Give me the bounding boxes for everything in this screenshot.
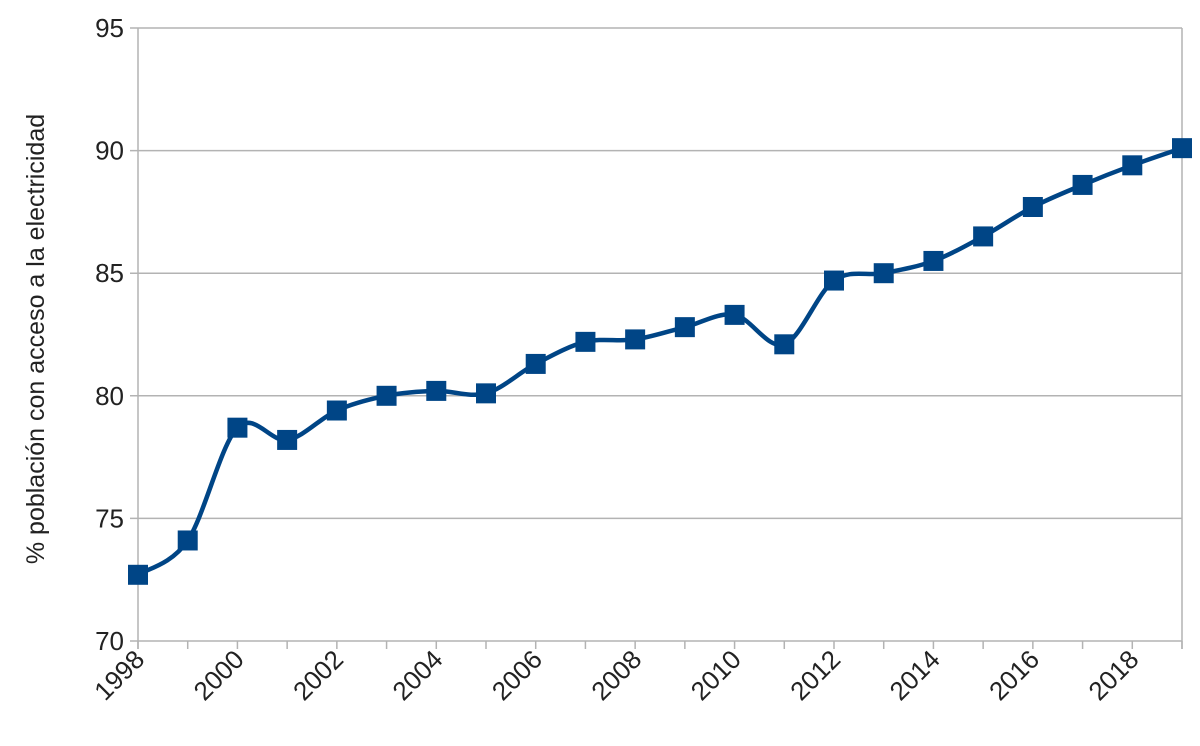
- x-tick-label-2006: 2006: [486, 644, 548, 706]
- x-tick-label-2018: 2018: [1082, 644, 1144, 706]
- x-tick-label-2014: 2014: [884, 644, 946, 706]
- data-point-2011: [774, 334, 795, 355]
- data-point-2000: [227, 417, 248, 438]
- data-point-2002: [326, 400, 347, 421]
- y-tick-label-75: 75: [95, 503, 124, 533]
- axes: [137, 28, 1183, 649]
- data-point-2018: [1122, 155, 1143, 176]
- x-tick-labels: 1998 2000 2002 2004 2006 2008 2010 2012 2014 2016…: [88, 644, 1144, 706]
- data-point-1998: [128, 564, 148, 585]
- x-tick-label-2008: 2008: [585, 644, 647, 706]
- data-point-2019: [1172, 138, 1192, 159]
- y-tick-label-80: 80: [95, 381, 124, 411]
- data-point-2010: [724, 304, 745, 325]
- x-tick-label-2016: 2016: [983, 644, 1045, 706]
- data-point-2007: [575, 331, 596, 352]
- data-point-2001: [277, 429, 298, 450]
- y-axis-title: % población con acceso a la electricidad: [22, 114, 50, 564]
- data-point-2016: [1022, 196, 1043, 217]
- y-tick-label-85: 85: [95, 258, 124, 288]
- data-point-2003: [376, 385, 397, 406]
- y-tick-label-70: 70: [95, 626, 124, 656]
- data-point-2006: [525, 353, 546, 374]
- grid-lines: [130, 27, 1182, 642]
- data-markers: [128, 138, 1192, 585]
- data-point-2005: [476, 383, 496, 404]
- data-point-2012: [824, 270, 844, 291]
- x-tick-label-2002: 2002: [287, 644, 349, 706]
- data-point-1999: [177, 530, 198, 551]
- x-tick-label-2012: 2012: [784, 644, 846, 706]
- data-point-2015: [973, 226, 994, 247]
- data-point-2013: [873, 263, 894, 284]
- x-tick-label-2000: 2000: [188, 644, 250, 706]
- y-tick-label-95: 95: [95, 13, 124, 43]
- data-point-2004: [426, 380, 447, 401]
- x-tick-label-2004: 2004: [386, 644, 448, 706]
- data-point-2009: [674, 317, 695, 338]
- data-point-2017: [1072, 174, 1093, 195]
- y-tick-labels: 70 75 80 85 90 95: [95, 13, 124, 656]
- data-point-2014: [923, 250, 944, 271]
- y-tick-label-90: 90: [95, 136, 124, 166]
- x-tick-label-2010: 2010: [685, 644, 747, 706]
- data-point-2008: [625, 329, 646, 350]
